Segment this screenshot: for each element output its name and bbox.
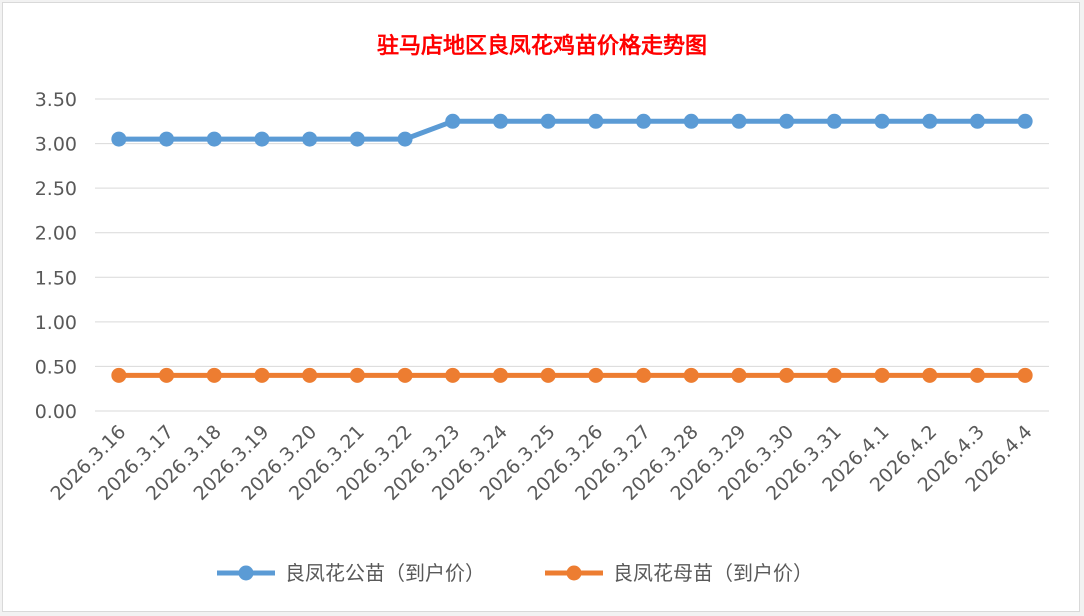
data-point [969, 113, 985, 129]
data-point [254, 367, 270, 383]
y-tick-label: 3.00 [35, 134, 77, 156]
y-axis-ticks: 0.00 0.50 1.00 1.50 2.00 2.50 3.00 3.50 [35, 89, 77, 423]
y-tick-label: 3.50 [35, 89, 77, 111]
data-point [683, 367, 699, 383]
data-point [922, 367, 938, 383]
data-point [874, 113, 890, 129]
data-point [349, 367, 365, 383]
data-point [111, 367, 127, 383]
data-point [731, 113, 747, 129]
x-axis-ticks: 2026.3.162026.3.172026.3.182026.3.192026… [46, 421, 1036, 505]
data-point [302, 131, 318, 147]
y-tick-label: 0.00 [35, 401, 77, 423]
data-point [922, 113, 938, 129]
y-tick-label: 2.50 [35, 178, 77, 200]
y-tick-label: 2.00 [35, 223, 77, 245]
data-point [874, 367, 890, 383]
line-chart: 驻马店地区良凤花鸡苗价格走势图 0.00 0.50 1.00 1.50 2.00 2.50… [35, 33, 1049, 585]
y-tick-label: 0.50 [35, 356, 77, 378]
data-point [159, 367, 175, 383]
data-point [540, 367, 556, 383]
data-point [636, 367, 652, 383]
data-point [1017, 367, 1033, 383]
legend-label: 良凤花母苗（到户价） [613, 561, 813, 585]
data-point [349, 131, 365, 147]
legend: 良凤花公苗（到户价） 良凤花母苗（到户价） [217, 561, 813, 585]
data-point [206, 367, 222, 383]
data-point [731, 367, 747, 383]
data-point [302, 367, 318, 383]
series-line-1 [118, 118, 1026, 142]
data-point [588, 113, 604, 129]
y-tick-label: 1.00 [35, 312, 77, 334]
data-point [588, 367, 604, 383]
data-point [159, 131, 175, 147]
y-tick-label: 1.50 [35, 267, 77, 289]
data-point [206, 131, 222, 147]
gridlines [95, 98, 1049, 412]
data-point [492, 113, 508, 129]
data-point [779, 367, 795, 383]
data-point [683, 113, 699, 129]
data-point [445, 367, 461, 383]
chart-title: 驻马店地区良凤花鸡苗价格走势图 [377, 33, 707, 59]
data-point [1017, 113, 1033, 129]
data-point [254, 131, 270, 147]
data-point [826, 113, 842, 129]
data-point [445, 113, 461, 129]
data-point [636, 113, 652, 129]
legend-label: 良凤花公苗（到户价） [285, 561, 485, 585]
legend-swatch-marker [566, 565, 582, 581]
data-point [492, 367, 508, 383]
data-point [397, 131, 413, 147]
data-point [826, 367, 842, 383]
data-point [779, 113, 795, 129]
legend-swatch-marker [238, 565, 254, 581]
data-point [969, 367, 985, 383]
data-point [111, 131, 127, 147]
data-point [397, 367, 413, 383]
data-point [540, 113, 556, 129]
series-layer [111, 113, 1033, 383]
